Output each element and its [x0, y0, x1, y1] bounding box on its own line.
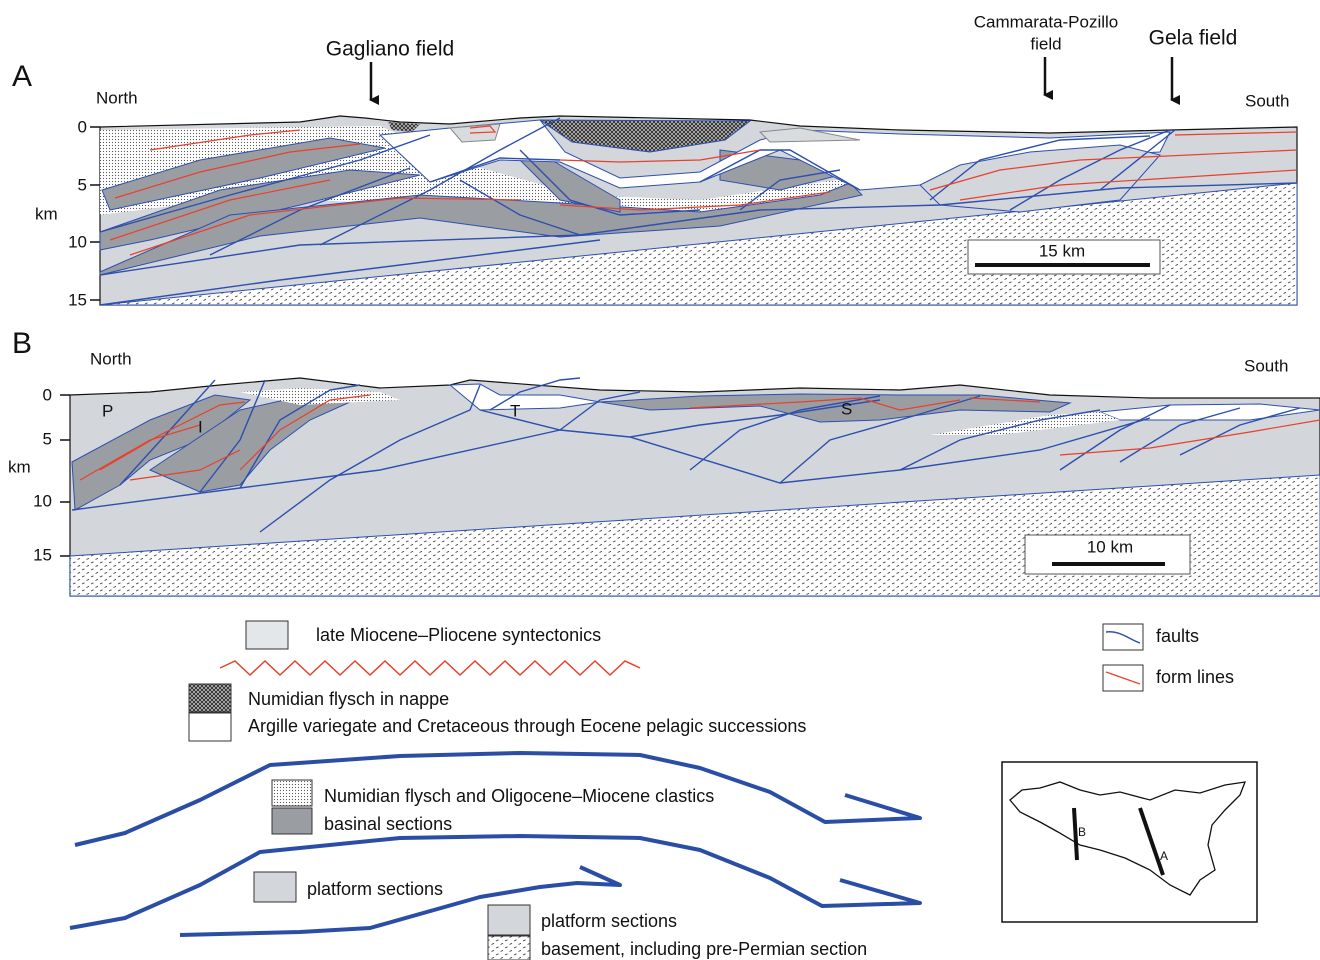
- field-label: field: [1030, 34, 1061, 53]
- swatch: [272, 780, 312, 806]
- location-map: B A: [1002, 762, 1257, 922]
- scale-bar: 15 km: [968, 240, 1160, 274]
- field-arrow: [371, 57, 1172, 100]
- swatch: [488, 936, 530, 960]
- map-label: A: [1160, 849, 1168, 863]
- section-a: A North South 0 5 10 15 km Gagliano fiel…: [12, 12, 1297, 309]
- swatch: [189, 684, 231, 712]
- depth-tick-mark: [60, 395, 70, 556]
- depth-tick-mark: [90, 127, 100, 300]
- swatch: [246, 621, 288, 649]
- depth-tick: 0: [78, 117, 87, 136]
- south-label: South: [1244, 356, 1288, 375]
- legend-label: Numidian flysch in nappe: [248, 689, 449, 709]
- depth-tick: 10: [68, 232, 87, 251]
- zigzag: [220, 661, 640, 675]
- depth-tick: 15: [33, 545, 52, 564]
- swatch: [272, 808, 312, 834]
- legend-label: basinal sections: [324, 814, 452, 834]
- swatch: [254, 872, 296, 902]
- legend-label: form lines: [1156, 667, 1234, 687]
- swatch: [1103, 624, 1143, 650]
- legend-label: platform sections: [307, 879, 443, 899]
- north-label: North: [96, 88, 138, 107]
- legend-label: basement, including pre-Permian section: [541, 939, 867, 959]
- scale-bar: 10 km: [1025, 535, 1190, 574]
- field-label: Cammarata-Pozillo: [974, 12, 1119, 31]
- depth-tick: 0: [43, 385, 52, 404]
- depth-unit: km: [35, 204, 58, 223]
- legend-label: late Miocene–Pliocene syntectonics: [316, 625, 601, 645]
- swatch: [488, 905, 530, 935]
- depth-tick: 15: [68, 290, 87, 309]
- north-label: North: [90, 349, 132, 368]
- scale-label: 15 km: [1039, 241, 1085, 260]
- scale-label: 10 km: [1087, 537, 1133, 556]
- figure: A North South 0 5 10 15 km Gagliano fiel…: [0, 0, 1320, 960]
- legend-label: platform sections: [541, 911, 677, 931]
- section-b: B North South 0 5 10 15 km: [8, 327, 1320, 596]
- cross-section-a: [100, 116, 1297, 305]
- legend-label: faults: [1156, 626, 1199, 646]
- depth-tick: 5: [43, 429, 52, 448]
- unit-label: P: [102, 401, 113, 420]
- field-label: Gagliano field: [326, 38, 454, 61]
- legend-label: Argille variegate and Cretaceous through…: [248, 716, 806, 736]
- unit-label: S: [841, 399, 852, 418]
- section-letter: A: [12, 60, 32, 93]
- unit-label: I: [198, 417, 203, 436]
- swatch: [189, 713, 231, 741]
- legend-label: Numidian flysch and Oligocene–Miocene cl…: [324, 786, 714, 806]
- depth-tick: 10: [33, 491, 52, 510]
- depth-unit: km: [8, 457, 31, 476]
- depth-tick: 5: [78, 175, 87, 194]
- map-label: B: [1078, 825, 1086, 839]
- south-label: South: [1245, 91, 1289, 110]
- unit-label: T: [510, 401, 520, 420]
- field-label: Gela field: [1149, 27, 1238, 50]
- section-letter: B: [12, 327, 32, 360]
